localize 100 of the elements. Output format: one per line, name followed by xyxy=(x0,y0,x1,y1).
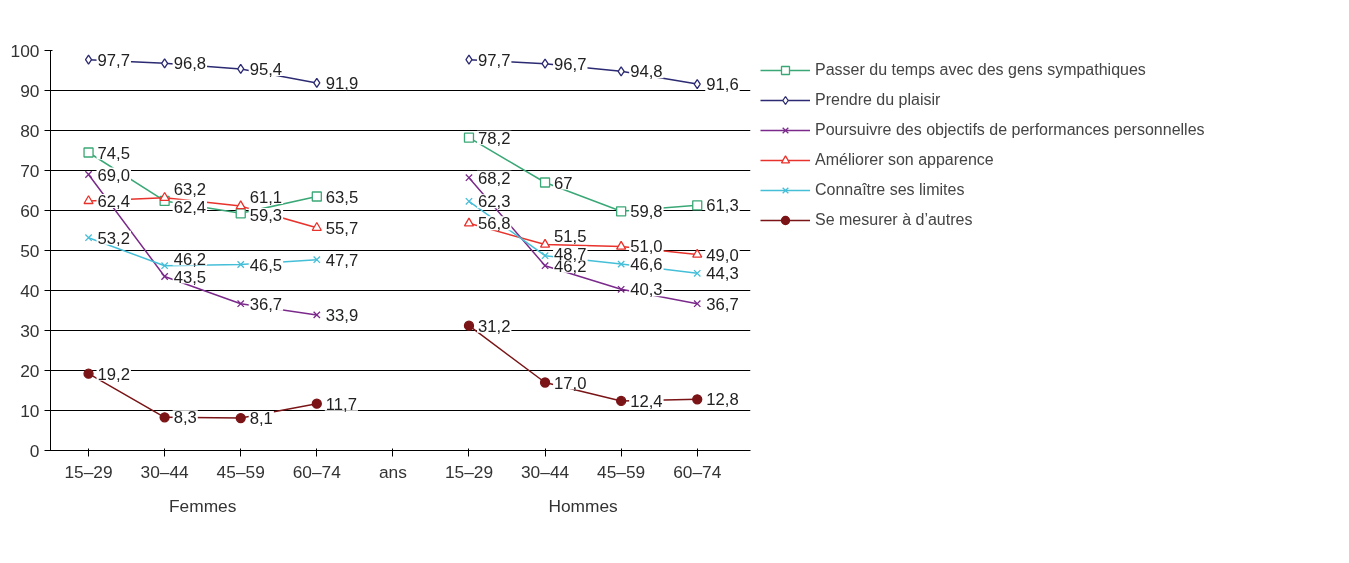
x-tick-label: 30–44 xyxy=(140,461,190,482)
point xyxy=(541,58,549,69)
point xyxy=(236,299,245,308)
data-label: 55,7 xyxy=(325,218,359,238)
data-label: 95,4 xyxy=(249,59,283,79)
point xyxy=(160,261,169,270)
data-label: 53,2 xyxy=(97,228,130,248)
data-label: 17,0 xyxy=(554,373,587,393)
data-label: 96,7 xyxy=(554,54,587,74)
data-label: 63,5 xyxy=(325,187,359,207)
point xyxy=(311,398,322,409)
text: Hommes xyxy=(548,495,619,516)
x-tick-label: ans xyxy=(378,461,408,482)
legend-label: Passer du temps avec des gens sympathiques xyxy=(815,61,1146,79)
data-label: 59,8 xyxy=(630,202,663,222)
x-tick-label: 30–44 xyxy=(520,461,570,482)
data-label: 47,7 xyxy=(325,250,359,270)
y-tick-label: 60 xyxy=(20,200,40,221)
data-label: 69,0 xyxy=(97,165,130,185)
data-label: 51,0 xyxy=(630,237,663,257)
point xyxy=(463,320,475,331)
y-tick-label: 40 xyxy=(20,280,40,301)
data-label: 19,2 xyxy=(97,364,130,384)
data-label: 91,6 xyxy=(706,75,739,95)
point xyxy=(83,147,94,158)
data-label: 97,7 xyxy=(477,50,511,70)
point xyxy=(617,285,625,294)
point xyxy=(160,58,169,69)
data-label: 46,5 xyxy=(249,255,283,275)
point xyxy=(616,206,627,217)
point xyxy=(311,191,322,202)
y-tick-label: 100 xyxy=(10,40,40,61)
point xyxy=(236,260,245,269)
point xyxy=(235,200,246,210)
data-label: 43,5 xyxy=(173,267,207,287)
point xyxy=(541,251,549,260)
point xyxy=(83,368,94,379)
point xyxy=(465,197,473,206)
legend-label: Poursuivre des objectifs de performances personnelles xyxy=(815,121,1205,139)
data-label: 44,3 xyxy=(706,264,739,284)
text: Femmes xyxy=(168,495,237,516)
y-tick-label: 90 xyxy=(20,80,40,101)
point xyxy=(84,233,93,242)
data-label: 59,3 xyxy=(249,206,283,226)
data-label: 78,2 xyxy=(477,128,511,148)
point xyxy=(83,195,94,205)
point xyxy=(159,191,170,201)
data-label: 61,3 xyxy=(706,196,739,216)
point xyxy=(692,394,703,405)
data-label: 31,2 xyxy=(477,316,511,336)
point xyxy=(311,221,322,231)
point xyxy=(465,173,473,182)
x-tick-label: 15–29 xyxy=(64,461,113,482)
data-label: 63,2 xyxy=(173,179,207,199)
data-label: 51,5 xyxy=(554,226,587,246)
data-label: 46,2 xyxy=(173,249,207,269)
data-label: 8,3 xyxy=(173,408,197,428)
point xyxy=(692,200,703,211)
data-label: 11,7 xyxy=(325,394,357,414)
point xyxy=(617,66,625,77)
x-tick-label: 45–59 xyxy=(216,461,265,482)
y-tick-label: 10 xyxy=(20,400,40,421)
data-label: 62,3 xyxy=(477,192,511,212)
data-label: 97,7 xyxy=(97,50,130,70)
data-label: 36,7 xyxy=(706,294,739,314)
y-tick-label: 20 xyxy=(20,360,40,381)
data-label: 62,4 xyxy=(97,191,130,211)
point xyxy=(84,54,93,65)
y-tick-label: 30 xyxy=(20,320,40,341)
x-tick-label: 60–74 xyxy=(673,461,722,482)
point xyxy=(235,412,246,424)
data-label: 8,1 xyxy=(249,409,273,429)
data-label: 94,8 xyxy=(630,62,663,82)
data-label: 67 xyxy=(554,173,573,193)
point xyxy=(539,377,551,388)
data-label: 49,0 xyxy=(706,245,739,265)
legend-label: Prendre du plaisir xyxy=(815,91,941,109)
data-label: 36,7 xyxy=(249,294,283,314)
point xyxy=(539,177,551,188)
point xyxy=(463,132,475,143)
legend-label: Améliorer son apparence xyxy=(815,151,994,169)
data-label: 46,6 xyxy=(630,255,663,275)
point xyxy=(692,248,703,258)
x-tick-label: 60–74 xyxy=(292,461,342,482)
y-tick-label: 50 xyxy=(20,240,40,261)
legend-label: Connaître ses limites xyxy=(815,181,965,199)
data-label: 61,1 xyxy=(249,188,283,208)
data-label: 68,2 xyxy=(477,168,511,188)
data-label: 74,5 xyxy=(97,143,130,163)
point xyxy=(465,54,473,65)
data-label: 40,3 xyxy=(630,280,663,300)
point xyxy=(312,255,321,264)
y-tick-label: 0 xyxy=(29,440,40,461)
x-tick-label: 15–29 xyxy=(444,461,494,482)
point xyxy=(463,217,475,227)
y-tick-label: 70 xyxy=(20,160,40,181)
data-label: 56,8 xyxy=(477,214,511,234)
data-label: 96,8 xyxy=(173,54,207,74)
point xyxy=(541,261,549,270)
point xyxy=(312,311,321,319)
